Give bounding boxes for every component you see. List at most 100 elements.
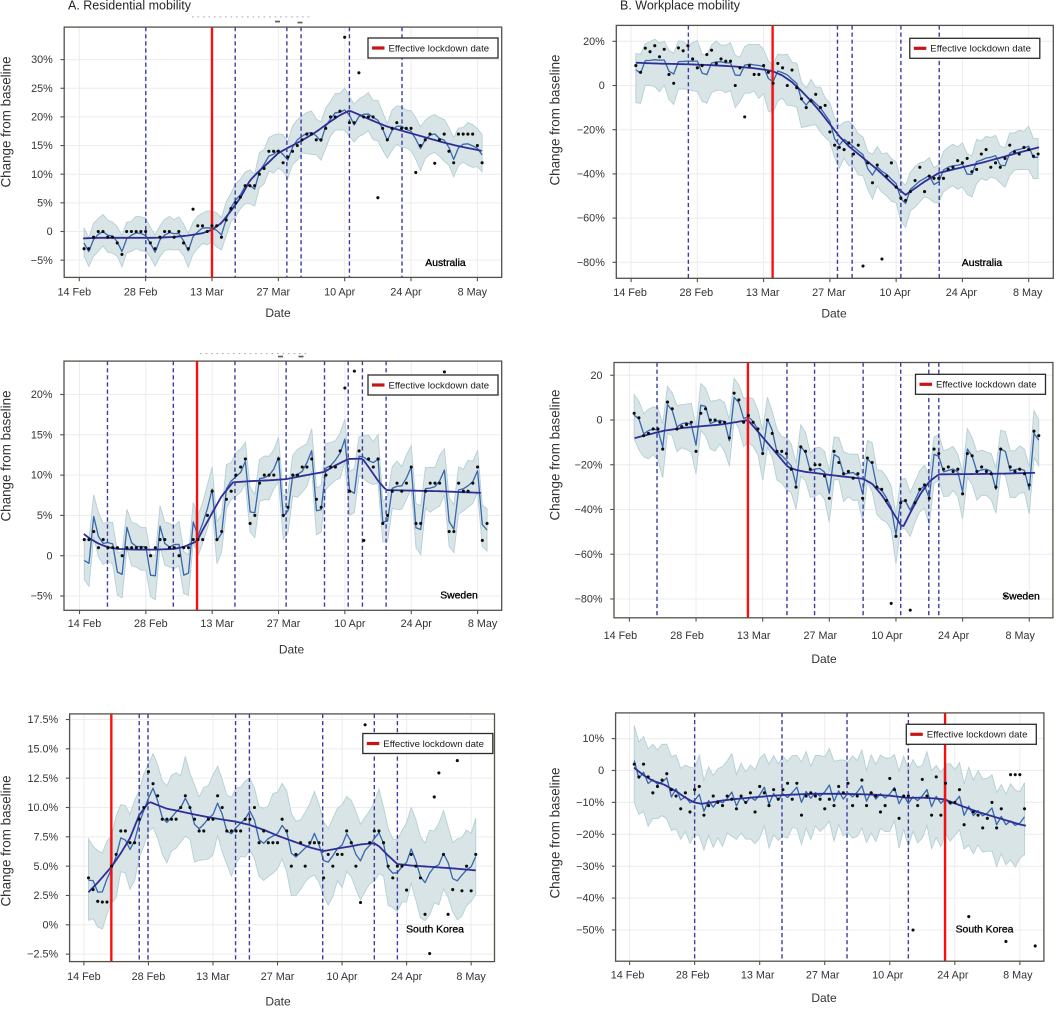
svg-text:−40%: −40% [576, 893, 604, 905]
svg-text:Date: Date [811, 652, 837, 666]
svg-text:14 Feb: 14 Feb [57, 287, 91, 299]
svg-text:−5%: −5% [31, 591, 53, 603]
svg-text:Change from baseline: Change from baseline [0, 775, 14, 906]
svg-text:8 May: 8 May [456, 971, 486, 983]
svg-text:5%: 5% [37, 197, 53, 209]
svg-text:27 Mar: 27 Mar [804, 630, 838, 642]
svg-text:12.5%: 12.5% [27, 773, 58, 785]
svg-text:Change from baseline: Change from baseline [548, 54, 563, 185]
svg-text:Change from baseline: Change from baseline [0, 56, 14, 187]
svg-text:South Korea: South Korea [406, 924, 464, 935]
svg-text:10 Apr: 10 Apr [880, 287, 912, 299]
svg-text:Sweden: Sweden [1002, 592, 1040, 603]
svg-text:8 May: 8 May [458, 287, 488, 299]
svg-text:7.5%: 7.5% [33, 831, 58, 843]
svg-text:0: 0 [598, 765, 604, 777]
svg-text:−2.5%: −2.5% [27, 949, 58, 961]
svg-text:28 Feb: 28 Feb [132, 971, 166, 983]
svg-text:−60%: −60% [575, 549, 603, 561]
svg-text:10 Apr: 10 Apr [326, 971, 358, 983]
svg-text:15%: 15% [31, 429, 53, 441]
svg-text:14 Feb: 14 Feb [604, 630, 638, 642]
svg-text:−20%: −20% [575, 459, 603, 471]
svg-text:8 May: 8 May [1003, 970, 1033, 982]
svg-text:13 Mar: 13 Mar [190, 287, 224, 299]
svg-text:Sweden: Sweden [440, 591, 478, 602]
svg-text:28 Feb: 28 Feb [134, 618, 168, 630]
svg-text:13 Mar: 13 Mar [200, 618, 234, 630]
svg-text:14 Feb: 14 Feb [67, 971, 101, 983]
svg-text:−80%: −80% [577, 257, 605, 269]
svg-text:Effective lockdown date: Effective lockdown date [930, 44, 1031, 55]
svg-text:0: 0 [599, 80, 605, 92]
svg-text:24 Apr: 24 Apr [946, 287, 978, 299]
svg-text:25%: 25% [31, 83, 53, 95]
svg-text:10%: 10% [582, 733, 604, 745]
svg-text:20: 20 [590, 370, 602, 382]
svg-text:14 Feb: 14 Feb [68, 618, 102, 630]
svg-text:Date: Date [811, 991, 837, 1005]
svg-text:Effective lockdown date: Effective lockdown date [936, 380, 1037, 391]
svg-text:Effective lockdown date: Effective lockdown date [927, 730, 1028, 741]
svg-text:10.0%: 10.0% [27, 802, 58, 814]
svg-text:8 May: 8 May [468, 618, 498, 630]
svg-text:10 Apr: 10 Apr [871, 630, 903, 642]
svg-text:−5%: −5% [31, 255, 53, 267]
svg-text:B. Workplace mobility: B. Workplace mobility [620, 0, 741, 13]
svg-text:15%: 15% [31, 140, 53, 152]
svg-text:17.5%: 17.5% [27, 714, 58, 726]
svg-text:10 Apr: 10 Apr [324, 287, 356, 299]
svg-text:13 Mar: 13 Mar [741, 970, 775, 982]
svg-text:27 Mar: 27 Mar [267, 618, 301, 630]
svg-text:24 Apr: 24 Apr [390, 287, 422, 299]
svg-text:8 May: 8 May [1013, 287, 1043, 299]
svg-text:Date: Date [265, 995, 291, 1009]
svg-text:27 Mar: 27 Mar [806, 970, 840, 982]
svg-text:−30%: −30% [576, 861, 604, 873]
svg-text:24 Apr: 24 Apr [938, 630, 970, 642]
svg-text:Change from baseline: Change from baseline [548, 767, 563, 898]
svg-text:13 Mar: 13 Mar [196, 971, 230, 983]
svg-text:Change from baseline: Change from baseline [0, 390, 14, 521]
svg-text:−20%: −20% [576, 829, 604, 841]
svg-text:13 Mar: 13 Mar [746, 287, 780, 299]
svg-text:27 Mar: 27 Mar [812, 287, 846, 299]
svg-text:28 Feb: 28 Feb [124, 287, 158, 299]
svg-text:Australia: Australia [962, 258, 1003, 269]
svg-text:Change from baseline: Change from baseline [548, 389, 563, 520]
svg-text:Date: Date [279, 643, 305, 657]
svg-text:−60%: −60% [577, 213, 605, 225]
svg-text:−80%: −80% [575, 594, 603, 606]
svg-text:5.0%: 5.0% [33, 861, 58, 873]
svg-text:0: 0 [46, 550, 52, 562]
svg-text:27 Mar: 27 Mar [261, 971, 295, 983]
svg-text:28 Feb: 28 Feb [676, 970, 710, 982]
svg-text:28 Feb: 28 Feb [680, 287, 714, 299]
svg-text:10 Apr: 10 Apr [334, 618, 366, 630]
svg-text:13 Mar: 13 Mar [737, 630, 771, 642]
svg-text:Date: Date [265, 306, 291, 320]
svg-text:South Korea: South Korea [956, 924, 1014, 935]
svg-text:0%: 0% [42, 919, 58, 931]
svg-text:5%: 5% [37, 510, 53, 522]
svg-text:10 Apr: 10 Apr [872, 970, 904, 982]
svg-text:10%: 10% [31, 470, 53, 482]
svg-text:2.5%: 2.5% [33, 890, 58, 902]
svg-text:24 Apr: 24 Apr [391, 971, 423, 983]
svg-text:0: 0 [47, 226, 53, 238]
svg-text:Effective lockdown date: Effective lockdown date [383, 739, 484, 750]
svg-text:20%: 20% [31, 112, 53, 124]
svg-text:8 May: 8 May [1006, 630, 1036, 642]
svg-text:30%: 30% [31, 54, 53, 66]
svg-text:10%: 10% [31, 169, 53, 181]
svg-text:−40%: −40% [575, 504, 603, 516]
svg-text:−20%: −20% [577, 124, 605, 136]
svg-text:24 Apr: 24 Apr [401, 618, 433, 630]
svg-text:14 Feb: 14 Feb [611, 970, 645, 982]
svg-text:Effective lockdown date: Effective lockdown date [389, 380, 490, 391]
svg-text:Effective lockdown date: Effective lockdown date [389, 43, 490, 54]
svg-text:−40%: −40% [577, 169, 605, 181]
svg-text:14 Feb: 14 Feb [613, 287, 647, 299]
svg-text:27 Mar: 27 Mar [257, 287, 291, 299]
svg-text:A. Residential mobility: A. Residential mobility [68, 0, 192, 13]
